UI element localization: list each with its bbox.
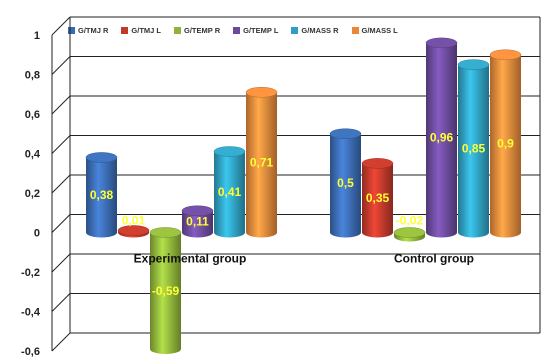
bar-body [426, 42, 457, 238]
data-labels: 0,38 0,01 -0,59 0,11 0,41 0,71 0,5 0,35 -0,02 0,9… [90, 131, 514, 298]
bar-cap [245, 87, 278, 98]
legend-swatch [351, 27, 359, 34]
gridline-connector [51, 293, 71, 312]
y-tick-label: 0,4 [25, 149, 41, 161]
bar-body [182, 210, 213, 238]
gridline-connector [51, 16, 71, 36]
bar-cap [489, 49, 522, 60]
bar [117, 225, 150, 238]
y-tick-label: -0,2 [21, 267, 40, 279]
bar [425, 37, 458, 238]
legend-item: G/TMJ R [68, 26, 108, 35]
y-tick-label: 0,2 [25, 188, 40, 200]
bar-cap [149, 227, 182, 238]
x-category-label: Control group [394, 252, 474, 266]
gridline-connector [51, 56, 71, 75]
bar [85, 152, 118, 238]
y-tick-label: -0,6 [21, 346, 40, 358]
bar [489, 49, 522, 238]
bar-body [150, 232, 181, 355]
bar-body [214, 151, 245, 238]
legend-label: G/TMJ L [131, 26, 162, 35]
bar-cap [361, 158, 394, 169]
gridline-connector [51, 95, 71, 115]
bar-cap [213, 146, 246, 157]
bar-cap [85, 152, 118, 163]
gridline-connector [51, 253, 71, 273]
gridline-connector [51, 214, 71, 233]
bar [149, 227, 182, 355]
data-label: 0,71 [250, 155, 274, 169]
chart-legend: G/TMJ R G/TMJ L G/TEMP R G/TEMP L G/MASS… [68, 26, 398, 35]
bar-cap [181, 205, 214, 217]
data-label: 0,85 [462, 142, 486, 156]
legend-item: G/TEMP R [174, 26, 220, 35]
bar [457, 59, 490, 238]
bar [393, 227, 426, 242]
y-tick-label: -0,4 [21, 307, 41, 319]
bar [361, 158, 394, 238]
y-tick-label: 0,6 [25, 109, 40, 121]
legend-label: G/MASS R [301, 26, 339, 35]
legend-swatch [68, 27, 75, 34]
bar-cap [329, 128, 362, 139]
legend-item: G/MASS R [291, 26, 339, 35]
y-tick-label: 1 [34, 30, 40, 42]
data-label: 0,01 [122, 214, 146, 228]
legend-swatch [233, 27, 241, 34]
data-label: 0,38 [90, 188, 114, 202]
bar-body [246, 92, 277, 238]
bar [329, 128, 362, 238]
legend-item: G/TMJ L [121, 26, 161, 35]
bar-body [458, 64, 489, 238]
legend-label: G/TEMP R [184, 26, 221, 35]
legend-item: G/TEMP L [233, 26, 278, 35]
bar-cap [117, 225, 150, 236]
data-label: 0,96 [430, 131, 454, 145]
data-label: 0,9 [497, 137, 514, 151]
bar [213, 146, 246, 238]
bar-body [86, 157, 117, 238]
legend-swatch [174, 27, 182, 34]
y-tick-label: 0,8 [25, 70, 40, 82]
y-tick-label: 0 [34, 228, 40, 240]
data-label: -0,02 [396, 214, 424, 228]
x-category-label: Experimental group [134, 252, 247, 266]
gridline-connector [51, 135, 71, 154]
bars [85, 37, 522, 355]
gridline-connector [51, 332, 71, 352]
data-label: -0,59 [152, 284, 180, 298]
bar-body [490, 54, 521, 238]
bar [245, 87, 278, 238]
bar-cap [457, 59, 490, 70]
data-label: 0,5 [337, 176, 354, 190]
gridline-connector [51, 174, 71, 194]
data-label: 0,11 [186, 215, 209, 229]
bar-body [362, 163, 393, 238]
bar-cap [393, 227, 426, 238]
bar [181, 205, 214, 238]
legend-item: G/MASS L [351, 26, 398, 35]
legend-swatch [291, 27, 299, 34]
bar-cap [425, 37, 458, 49]
bar-body [330, 133, 361, 238]
data-label: 0,35 [366, 191, 390, 205]
legend-label: G/MASS L [361, 26, 398, 35]
legend-swatch [121, 27, 129, 34]
legend-label: G/TEMP L [243, 26, 279, 35]
data-label: 0,41 [218, 185, 242, 199]
legend-label: G/TMJ R [78, 26, 109, 35]
